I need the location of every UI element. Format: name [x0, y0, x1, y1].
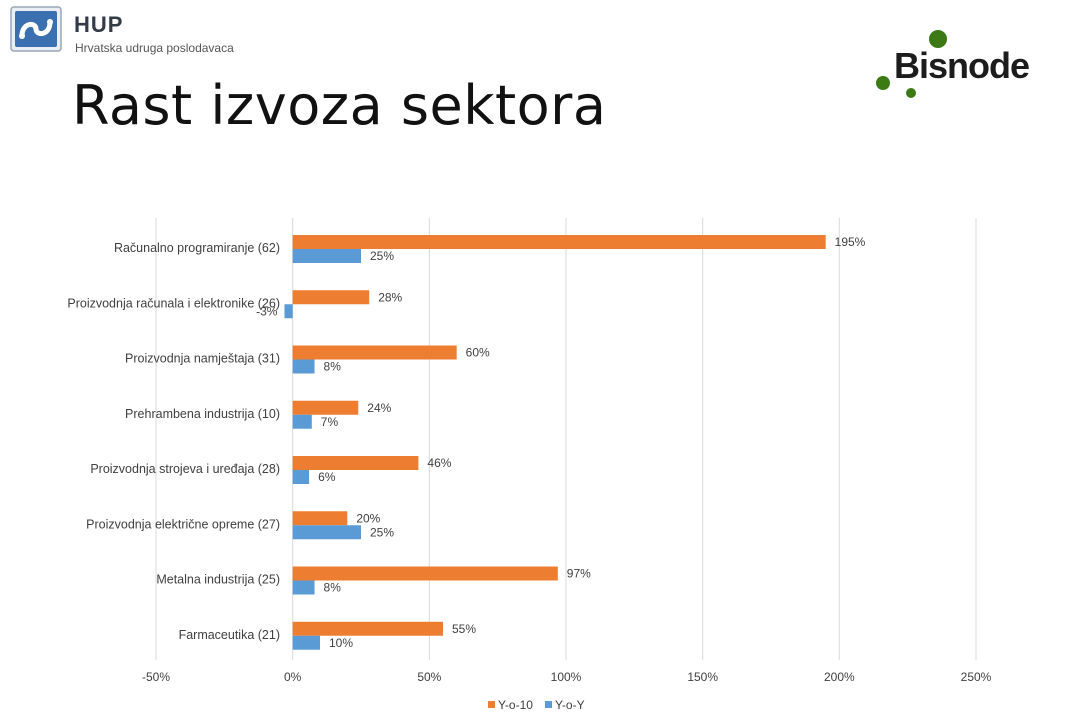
- bar-y-o-10: [292, 621, 443, 636]
- category-label: Proizvodnja namještaja (31): [125, 352, 280, 366]
- bisnode-logo: Bisnode: [876, 30, 1030, 98]
- bar-y-o-y: [292, 414, 312, 429]
- data-label: 25%: [370, 249, 394, 263]
- logo-dot-bottom: [906, 88, 916, 98]
- x-tick-label: 250%: [961, 670, 992, 684]
- bar-y-o-y: [284, 304, 293, 319]
- data-label: 60%: [466, 346, 490, 360]
- x-tick-labels: -50% 0% 50% 100% 150% 200% 250%: [142, 670, 992, 684]
- bar-y-o-10: [292, 345, 457, 360]
- legend: Y-o-10 Y-o-Y: [488, 698, 585, 712]
- hup-logo: [10, 6, 62, 52]
- bar-y-o-10: [292, 456, 419, 470]
- data-label: 7%: [321, 415, 339, 429]
- x-tick-label: 150%: [687, 670, 718, 684]
- bar-y-o-y: [292, 580, 315, 595]
- category-label: Proizvodnja strojeva i uređaja (28): [90, 462, 280, 476]
- logo-dot-large: [929, 30, 947, 48]
- x-tick-label: 50%: [417, 670, 441, 684]
- bars: [284, 235, 826, 650]
- data-label: 55%: [452, 622, 476, 636]
- data-label: 24%: [367, 401, 391, 415]
- data-labels: 195%25%28%-3%60%8%24%7%46%6%20%25%97%8%5…: [256, 235, 866, 650]
- category-label: Metalna industrija (25): [156, 573, 280, 587]
- x-tick-label: 200%: [824, 670, 855, 684]
- bar-y-o-10: [292, 566, 558, 581]
- bar-y-o-y: [292, 249, 361, 263]
- bisnode-wordmark: Bisnode: [894, 45, 1029, 86]
- category-label: Prehrambena industrija (10): [125, 407, 280, 421]
- x-tick-label: 100%: [551, 670, 582, 684]
- data-label: 8%: [324, 360, 342, 374]
- category-label: Farmaceutika (21): [179, 628, 280, 642]
- bar-y-o-y: [292, 525, 361, 540]
- bar-y-o-y: [292, 635, 320, 650]
- data-label: 8%: [324, 581, 342, 595]
- x-tick-label: -50%: [142, 670, 170, 684]
- bar-y-o-10: [292, 511, 348, 526]
- bar-chart: Računalno programiranje (62) Proizvodnja …: [67, 218, 992, 712]
- category-labels: Računalno programiranje (62) Proizvodnja …: [67, 241, 280, 642]
- data-label: 46%: [427, 456, 451, 470]
- data-label: 6%: [318, 470, 336, 484]
- logo-dot-left: [876, 76, 890, 90]
- data-label: 97%: [567, 567, 591, 581]
- org-subtitle: Hrvatska udruga poslodavaca: [75, 41, 234, 55]
- bar-y-o-10: [292, 290, 370, 305]
- page-title: Rast izvoza sektora: [72, 74, 607, 137]
- bar-y-o-10: [292, 235, 826, 249]
- data-label: 20%: [356, 511, 380, 525]
- legend-swatch: [545, 701, 552, 708]
- data-label: 28%: [378, 290, 402, 304]
- legend-swatch: [488, 701, 495, 708]
- category-label: Proizvodnja računala i elektronike (26): [67, 296, 280, 310]
- legend-label: Y-o-Y: [555, 698, 585, 712]
- category-label: Proizvodnja električne opreme (27): [86, 517, 280, 531]
- x-tick-label: 0%: [284, 670, 302, 684]
- data-label: 195%: [835, 235, 866, 249]
- bar-y-o-y: [292, 359, 315, 374]
- legend-label: Y-o-10: [498, 698, 533, 712]
- gridlines: [155, 218, 977, 660]
- bar-y-o-y: [292, 470, 310, 484]
- category-label: Računalno programiranje (62): [114, 241, 280, 255]
- data-label: 25%: [370, 525, 394, 539]
- data-label: -3%: [256, 304, 278, 318]
- bar-y-o-10: [292, 400, 359, 415]
- data-label: 10%: [329, 636, 353, 650]
- org-name: HUP: [74, 12, 124, 37]
